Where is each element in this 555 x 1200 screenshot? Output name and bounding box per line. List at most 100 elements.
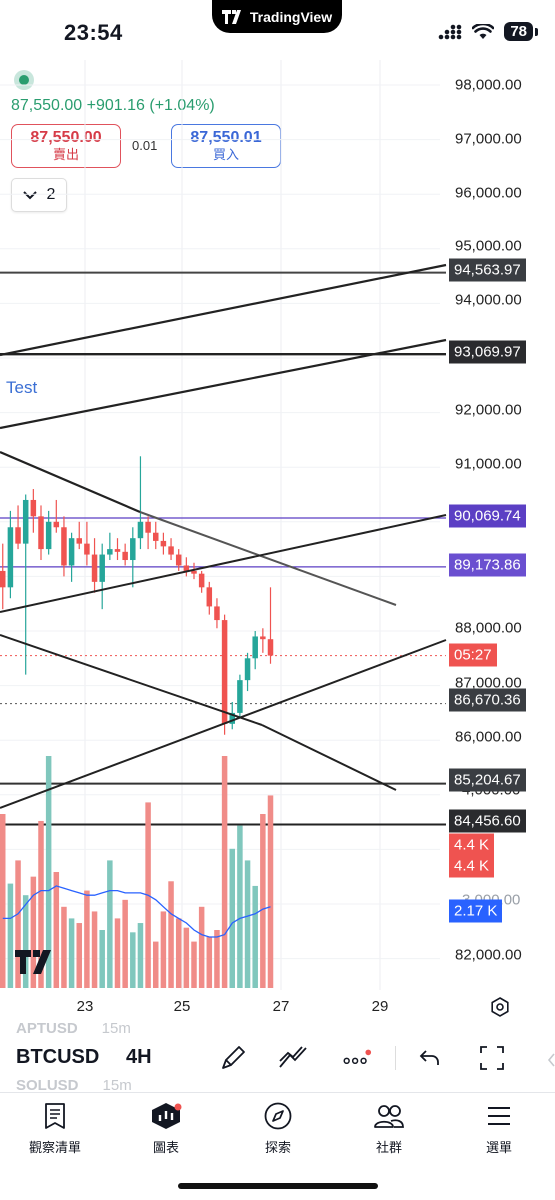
volume-bar	[153, 941, 159, 988]
recent-interval: 15m	[102, 1077, 132, 1094]
trend-line	[0, 634, 263, 726]
candle-body	[252, 636, 258, 659]
toolbar-divider	[395, 1046, 396, 1070]
candle-body	[175, 554, 182, 566]
sell-button[interactable]: 87,550.00 賣出	[11, 124, 121, 168]
price-axis-label: 87,000.00	[455, 674, 522, 692]
bottom-tab-bar	[0, 1092, 555, 1200]
volume-bar	[267, 795, 274, 988]
volume-bar	[30, 876, 37, 988]
tab-chart-label: 圖表	[152, 1140, 179, 1155]
chevron-partial-icon	[547, 1053, 555, 1067]
candle-body	[84, 543, 90, 555]
candle-body	[206, 587, 213, 607]
volume-ma-tag: 2.17 K	[449, 899, 503, 923]
volume-bar	[191, 941, 197, 988]
trend-line	[0, 514, 447, 613]
fullscreen-button[interactable]	[477, 1043, 507, 1073]
candle-body	[122, 551, 128, 561]
candle-body	[91, 554, 98, 582]
tradingview-pill[interactable]: TradingView	[212, 0, 342, 33]
trend-line	[0, 263, 447, 357]
cellular-signal-icon	[439, 24, 462, 39]
brush-tool-button[interactable]	[218, 1043, 248, 1073]
chart-grid	[0, 60, 446, 990]
volume-bar	[114, 918, 121, 988]
candle-body	[214, 606, 220, 621]
drawing-label-test[interactable]: Test	[6, 378, 38, 397]
trend-line-drawings[interactable]	[0, 263, 447, 809]
candle-body	[260, 636, 266, 640]
tab-explore[interactable]: 探索	[233, 1100, 323, 1156]
time-axis-label: 27	[272, 998, 290, 1015]
price-chart[interactable]	[0, 0, 555, 1030]
volume-bar	[160, 911, 167, 988]
time-axis-label: 25	[173, 998, 191, 1015]
tab-community[interactable]: 社群	[344, 1100, 434, 1156]
buy-price: 87,550.01	[190, 129, 262, 147]
volume-bar	[68, 918, 75, 988]
candle-body	[53, 521, 60, 528]
volume-bar	[107, 860, 113, 988]
recent-symbol-row: APTUSD 15m	[16, 1020, 131, 1037]
candle-body	[15, 527, 21, 544]
volume-bar	[99, 930, 105, 988]
more-tools-button[interactable]	[342, 1043, 372, 1073]
symbol-selector[interactable]: BTCUSD	[16, 1046, 100, 1068]
more-dots-icon	[343, 1049, 372, 1064]
tab-menu[interactable]: 選單	[454, 1100, 544, 1156]
volume-bar	[45, 756, 52, 988]
volume-bar	[214, 930, 220, 988]
overflow-edge-indicator	[545, 1050, 555, 1070]
tab-watchlist[interactable]: 觀察清單	[10, 1100, 100, 1156]
level-tag[interactable]: 93,069.97	[449, 340, 526, 364]
candle-body	[68, 538, 75, 566]
interval-selector[interactable]: 4H	[126, 1046, 152, 1068]
fullscreen-icon	[480, 1046, 504, 1070]
volume-bar	[38, 820, 44, 988]
trend-line-tool-button[interactable]	[278, 1043, 308, 1073]
hamburger-menu-icon	[488, 1107, 510, 1125]
time-axis-label: 29	[371, 998, 389, 1015]
chart-settings-icon[interactable]	[490, 997, 510, 1017]
volume-tag: 4.4 K	[449, 833, 495, 857]
level-tag[interactable]: 85,204.67	[449, 768, 526, 792]
status-time: 23:54	[64, 20, 123, 45]
candle-body	[130, 538, 136, 561]
price-axis-label: 86,000.00	[455, 728, 522, 746]
sell-price: 87,550.00	[30, 129, 102, 147]
level-tag[interactable]: 86,670.36	[449, 688, 526, 712]
tradingview-watermark-icon	[15, 950, 51, 974]
undo-button[interactable]	[415, 1043, 445, 1073]
volume-bar	[15, 860, 21, 988]
candle-body	[160, 540, 167, 547]
recent-symbol: APTUSD	[16, 1020, 78, 1037]
recent-symbol: SOLUSD	[16, 1077, 79, 1094]
tab-chart[interactable]: 圖表	[121, 1100, 211, 1156]
price-axis-label: 96,000.00	[455, 184, 522, 202]
candle-body	[99, 554, 105, 582]
candle-body	[229, 712, 235, 724]
candle-body	[145, 521, 151, 533]
price-axis-label: 94,000.00	[455, 291, 522, 309]
price-axis-label: 82,000.00	[455, 946, 522, 964]
volume-bar	[22, 895, 29, 988]
candle-body	[107, 549, 113, 555]
volume-tag: 4.4 K	[449, 854, 495, 878]
volume-bar	[229, 848, 235, 988]
level-tag[interactable]: 84,456.60	[449, 809, 526, 833]
alert-level-tag[interactable]: 89,173.86	[449, 553, 526, 577]
volume-bar	[198, 906, 205, 988]
candle-body	[30, 499, 37, 517]
candle-body	[38, 516, 44, 550]
level-tag[interactable]: 94,563.97	[449, 258, 526, 282]
volume-bar	[130, 932, 136, 988]
candle-body	[198, 573, 205, 588]
alert-level-tag[interactable]: 90,069.74	[449, 504, 526, 528]
price-axis-label: 98,000.00	[455, 76, 522, 94]
wifi-icon	[472, 23, 495, 39]
price-axis-label: 91,000.00	[455, 455, 522, 473]
candle-body	[22, 499, 29, 544]
buy-label: 買入	[212, 146, 239, 162]
volume-bar	[168, 881, 174, 988]
